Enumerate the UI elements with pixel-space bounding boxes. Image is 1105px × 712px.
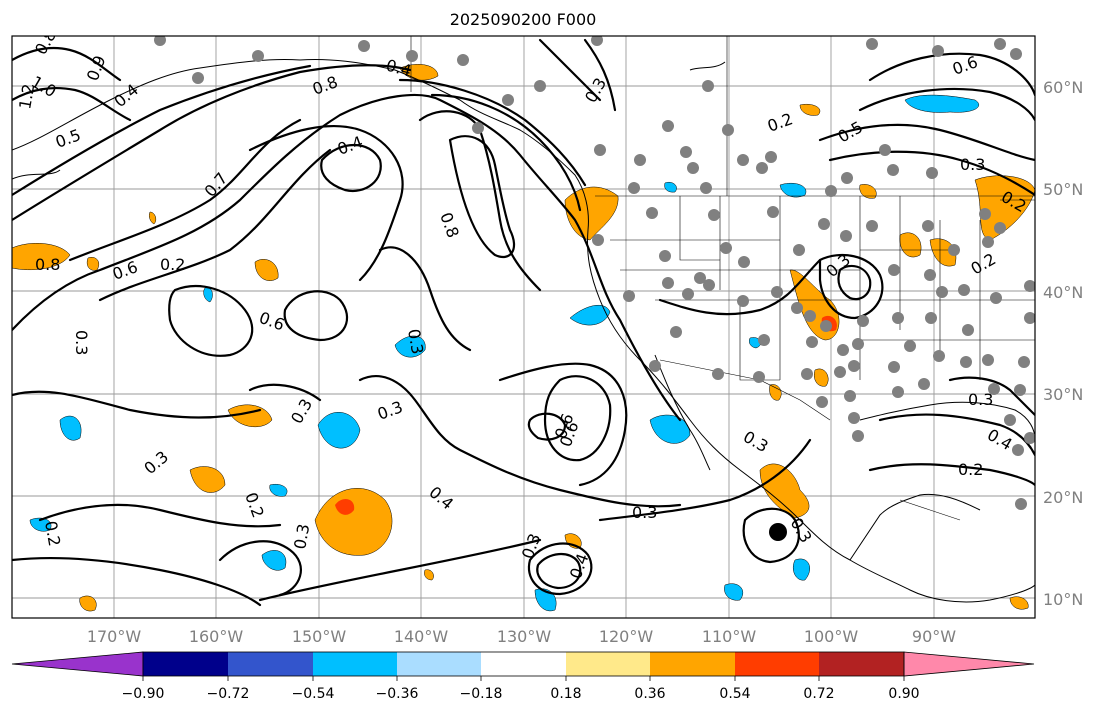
colorbar-segment [313,652,397,676]
lon-label: 160°W [189,627,244,646]
contour-label: 0.8 [35,255,60,274]
colorbar-ticks [142,676,905,681]
strong-positive-core [335,498,355,515]
colorbar-segment [481,652,566,676]
lat-label: 10°N [1043,590,1083,609]
colorbar-tick-label: −0.90 [122,686,165,702]
colorbar-outline [142,651,905,677]
colorbar-tick-label: −0.36 [376,686,419,702]
contour-lines [12,38,1035,607]
colorbar: −0.90 −0.72 −0.54 −0.36 −0.18 0.18 0.36 … [11,651,1035,702]
station-dots [154,36,1035,510]
contour-label: 0.3 [968,390,993,409]
contour-label: 0.3 [960,155,985,174]
negative-anomaly-fills [29,94,980,612]
colorbar-tick-label: −0.72 [207,686,250,702]
lat-label: 40°N [1043,283,1083,302]
lon-label: 110°W [702,627,757,646]
colorbar-tick-label: 0.72 [803,686,834,702]
colorbar-segment [566,652,650,676]
colorbar-right-extension [903,651,1035,677]
lon-label: 120°W [599,627,654,646]
contour-label: 0.3 [290,522,313,550]
colorbar-tick-label: 0.18 [550,686,581,702]
latitude-axis: 60°N 50°N 40°N 30°N 20°N 10°N [1043,78,1083,609]
colorbar-segment [650,652,735,676]
colorbar-segment [819,652,904,676]
map-frame [11,35,1036,619]
colorbar-tick-label: 0.36 [634,686,665,702]
lon-label: 170°W [87,627,142,646]
lat-label: 60°N [1043,78,1083,97]
lon-label: 130°W [497,627,552,646]
colorbar-segment [228,652,313,676]
lat-label: 20°N [1043,488,1083,507]
contour-label: 0.3 [72,330,91,355]
contour-label: 0.2 [41,519,64,547]
lon-label: 150°W [292,627,347,646]
lon-label: 140°W [394,627,449,646]
longitude-axis: 170°W 160°W 150°W 140°W 130°W 120°W 110°… [87,627,956,646]
colorbar-tick-label: −0.54 [292,686,335,702]
colorbar-segment [735,652,819,676]
contour-label: 0.2 [160,255,185,274]
lon-label: 100°W [804,627,859,646]
contour-label: 0.2 [958,460,983,479]
colorbar-tick-label: −0.18 [460,686,503,702]
contour-label: 0.3 [632,503,657,522]
lon-label: 90°W [912,627,956,646]
contour-label: 0.3 [404,327,427,355]
colorbar-segment [397,652,481,676]
colorbar-segment [143,652,228,676]
colorbar-left-extension [11,651,144,677]
colorbar-tick-label: 0.90 [888,686,919,702]
contour-label: 1.2 [15,82,38,110]
map-title: 2025090200 F000 [449,10,597,29]
map-background [12,36,1035,618]
storm-center-marker [769,523,787,541]
lat-label: 50°N [1043,180,1083,199]
colorbar-tick-label: 0.54 [719,686,750,702]
lat-label: 30°N [1043,385,1083,404]
